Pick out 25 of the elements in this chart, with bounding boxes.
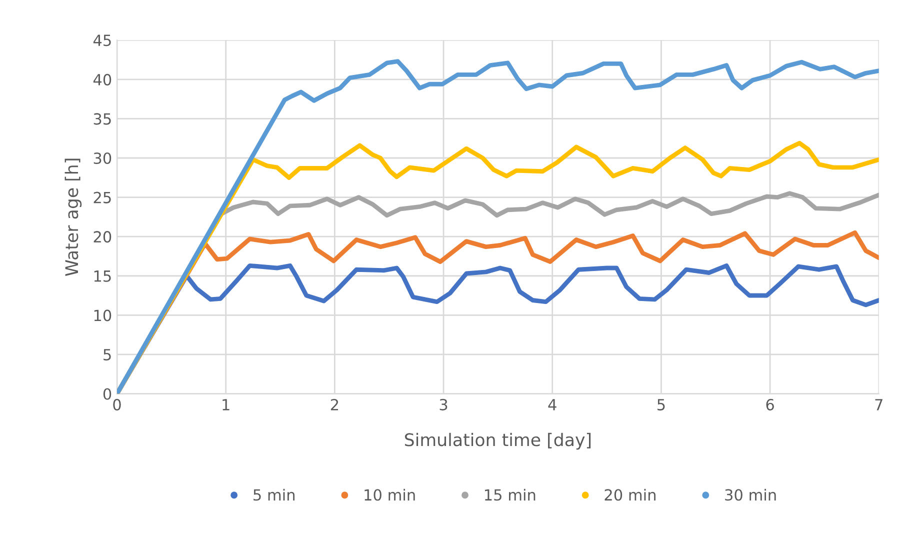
y-tick-label: 35 (94, 113, 111, 125)
legend-label: 10 min (364, 488, 415, 501)
x-axis-title: Simulation time [day] (404, 432, 591, 450)
y-tick-label: 15 (94, 270, 111, 282)
x-tick-label: 2 (330, 398, 338, 410)
y-axis-title: Water age [h] (64, 158, 82, 276)
y-tick-label: 25 (94, 192, 111, 204)
y-tick-label: 40 (93, 74, 112, 86)
y-tick-label: 10 (94, 310, 112, 322)
legend-label: 5 min (254, 488, 294, 501)
y-tick-label: 5 (104, 349, 111, 360)
legend-label: 15 min (485, 488, 536, 501)
y-tick-label: 30 (94, 152, 112, 164)
x-tick-label: 5 (658, 399, 665, 410)
x-tick-label: 4 (548, 399, 556, 410)
y-tick-label: 20 (94, 231, 112, 243)
y-tick-label: 45 (93, 34, 111, 46)
y-tick-label: 0 (103, 388, 112, 400)
x-tick-label: 0 (113, 398, 121, 410)
x-tick-label: 6 (766, 398, 774, 410)
x-tick-label: 7 (875, 399, 882, 410)
x-tick-label: 3 (440, 398, 448, 410)
legend-label: 20 min (604, 488, 656, 501)
x-tick-label: 1 (222, 399, 230, 410)
legend-label: 30 min (725, 488, 776, 501)
